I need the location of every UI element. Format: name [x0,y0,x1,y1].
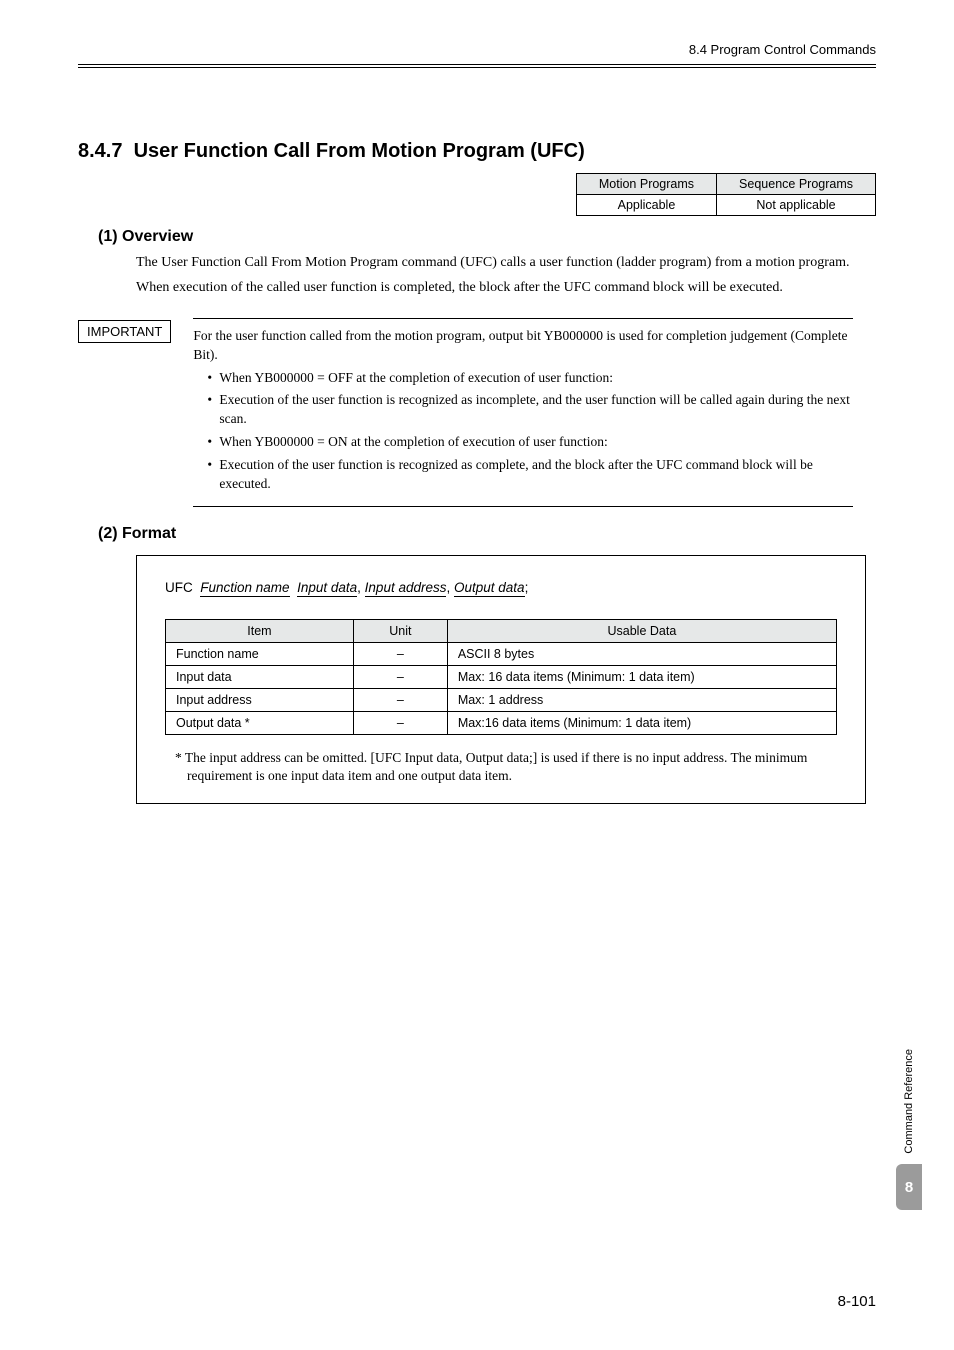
applicability-table: Motion Programs Sequence Programs Applic… [576,173,876,216]
overview-para-1: The User Function Call From Motion Progr… [136,254,866,273]
ft-h-item: Item [166,619,354,642]
page-number: 8-101 [838,1293,876,1310]
ft-row-2: Input address – Max: 1 address [166,688,837,711]
syntax-p4: Output data [454,580,525,597]
syntax-cmd: UFC [165,580,193,595]
app-header-motion: Motion Programs [576,174,716,195]
app-value-sequence: Not applicable [717,195,876,216]
ft-row-3: Output data * – Max:16 data items (Minim… [166,711,837,734]
overview-heading: (1) Overview [98,228,876,246]
header-rule-2 [78,67,876,68]
ft-r2-c1: – [353,688,447,711]
section-title: 8.4.7 User Function Call From Motion Pro… [78,140,876,163]
chapter-tab-number: 8 [896,1164,922,1210]
important-bullet-1: When YB000000 = OFF at the completion of… [207,369,853,388]
ft-h-unit: Unit [353,619,447,642]
header-rule-1 [78,64,876,65]
ft-r1-c2: Max: 16 data items (Minimum: 1 data item… [447,665,836,688]
format-box: UFC Function name Input data, Input addr… [136,555,866,804]
app-header-sequence: Sequence Programs [717,174,876,195]
important-bullet-4: Execution of the user function is recogn… [207,456,853,494]
ft-r3-c2: Max:16 data items (Minimum: 1 data item) [447,711,836,734]
running-header: 8.4 Program Control Commands [689,42,876,57]
ft-r1-c1: – [353,665,447,688]
format-syntax: UFC Function name Input data, Input addr… [165,580,837,595]
ft-r3-c0: Output data * [166,711,354,734]
important-content: For the user function called from the mo… [193,320,853,507]
important-bullets: When YB000000 = OFF at the completion of… [193,369,853,494]
important-label: IMPORTANT [78,320,171,343]
overview-para-2: When execution of the called user functi… [136,279,866,298]
syntax-p1: Function name [200,580,289,597]
syntax-p3: Input address [365,580,447,597]
ft-h-usable: Usable Data [447,619,836,642]
syntax-p2: Input data [297,580,357,597]
ft-r1-c0: Input data [166,665,354,688]
format-heading: (2) Format [98,525,876,543]
ft-r0-c0: Function name [166,642,354,665]
section-heading: User Function Call From Motion Program (… [134,140,585,162]
important-bullet-3: When YB000000 = ON at the completion of … [207,433,853,452]
ft-r2-c2: Max: 1 address [447,688,836,711]
ft-row-0: Function name – ASCII 8 bytes [166,642,837,665]
format-footnote: * The input address can be omitted. [UFC… [175,749,837,785]
ft-row-1: Input data – Max: 16 data items (Minimum… [166,665,837,688]
section-number: 8.4.7 [78,140,122,162]
important-block: IMPORTANT For the user function called f… [78,320,876,507]
app-value-motion: Applicable [576,195,716,216]
ft-r2-c0: Input address [166,688,354,711]
ft-r0-c2: ASCII 8 bytes [447,642,836,665]
chapter-tab-text: Command Reference [903,1049,915,1154]
important-intro: For the user function called from the mo… [193,328,847,362]
format-table: Item Unit Usable Data Function name – AS… [165,619,837,735]
important-bullet-2: Execution of the user function is recogn… [207,391,853,429]
ft-r3-c1: – [353,711,447,734]
page: 8.4 Program Control Commands 8.4.7 User … [0,0,954,1350]
chapter-tab: Command Reference 8 [896,1049,922,1210]
ft-r0-c1: – [353,642,447,665]
important-rule-bot [193,506,853,507]
important-rule-top [193,318,853,319]
